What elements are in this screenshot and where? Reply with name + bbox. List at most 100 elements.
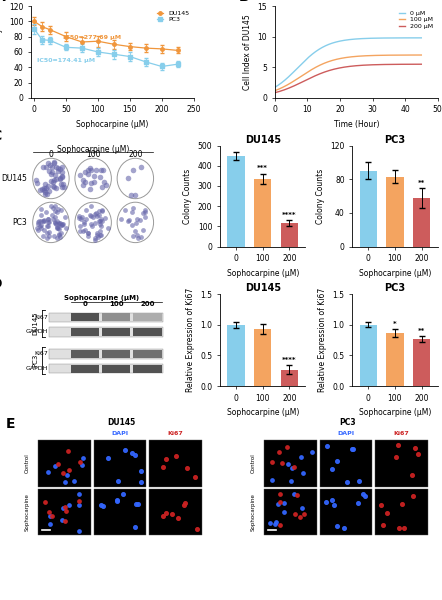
- Point: [62, 223, 69, 232]
- Point: [96, 206, 103, 216]
- Point: [183, 463, 191, 473]
- Point: [276, 497, 283, 506]
- Point: [57, 205, 64, 214]
- Point: [45, 221, 52, 231]
- Point: [71, 476, 78, 486]
- Point: [96, 226, 103, 236]
- Point: [36, 185, 43, 195]
- Point: [46, 187, 53, 196]
- Point: [34, 217, 42, 227]
- Text: ****: ****: [282, 212, 297, 218]
- Bar: [386, 176, 404, 247]
- Point: [137, 467, 145, 476]
- Point: [58, 229, 65, 238]
- Text: 0: 0: [83, 301, 88, 307]
- Point: [92, 233, 99, 243]
- Point: [84, 169, 91, 179]
- Ellipse shape: [75, 158, 111, 199]
- Bar: [281, 223, 298, 247]
- Point: [33, 176, 40, 185]
- Text: 100: 100: [109, 301, 124, 307]
- Point: [52, 174, 59, 184]
- Point: [56, 229, 63, 239]
- Bar: [133, 365, 162, 373]
- Point: [93, 212, 100, 221]
- Point: [130, 203, 137, 212]
- Point: [56, 224, 63, 233]
- Bar: [38, 440, 91, 487]
- Text: DAPI: DAPI: [337, 431, 354, 436]
- Point: [45, 218, 52, 227]
- Point: [269, 457, 276, 467]
- Point: [81, 167, 88, 177]
- Point: [117, 215, 124, 224]
- Point: [34, 178, 41, 188]
- Point: [48, 167, 55, 177]
- Point: [287, 476, 294, 485]
- Point: [61, 516, 68, 526]
- Point: [132, 523, 139, 532]
- Point: [160, 511, 167, 521]
- Point: [87, 210, 94, 220]
- Point: [95, 211, 102, 220]
- Point: [97, 230, 104, 240]
- Point: [64, 470, 71, 480]
- Ellipse shape: [117, 158, 153, 199]
- Text: PC3: PC3: [339, 418, 355, 427]
- Point: [65, 500, 72, 510]
- Point: [53, 208, 60, 217]
- Point: [290, 489, 297, 499]
- Point: [267, 518, 274, 528]
- Point: [131, 450, 138, 460]
- Point: [34, 224, 41, 233]
- Point: [43, 228, 50, 238]
- Bar: [149, 489, 202, 535]
- Point: [88, 219, 95, 229]
- Text: GAPDH: GAPDH: [26, 329, 48, 334]
- Point: [82, 214, 89, 224]
- Point: [377, 500, 384, 510]
- Point: [354, 499, 361, 508]
- Point: [41, 215, 48, 224]
- Point: [58, 220, 65, 230]
- Point: [52, 206, 59, 215]
- Point: [46, 217, 53, 227]
- Point: [56, 218, 63, 228]
- Point: [76, 221, 83, 231]
- Bar: [71, 328, 99, 336]
- Point: [392, 452, 400, 462]
- Text: Ki67: Ki67: [34, 352, 48, 356]
- Point: [61, 212, 69, 222]
- Point: [142, 208, 149, 217]
- Point: [289, 463, 296, 473]
- Bar: [413, 339, 430, 386]
- Point: [38, 184, 46, 194]
- Point: [98, 216, 105, 226]
- Point: [54, 166, 61, 176]
- Point: [192, 472, 199, 481]
- Point: [95, 232, 102, 241]
- Point: [141, 212, 149, 221]
- Text: Control: Control: [251, 454, 256, 473]
- Point: [128, 190, 135, 200]
- Point: [412, 443, 419, 453]
- Point: [41, 185, 48, 195]
- Point: [128, 207, 135, 217]
- Point: [137, 477, 145, 487]
- Point: [79, 175, 86, 184]
- Bar: [320, 489, 372, 535]
- Point: [94, 228, 101, 238]
- Legend: DU145, PC3: DU145, PC3: [156, 9, 191, 23]
- Point: [42, 187, 49, 197]
- Point: [133, 218, 140, 227]
- X-axis label: Sophocarpine (μM): Sophocarpine (μM): [359, 409, 431, 418]
- Point: [301, 509, 308, 518]
- Point: [51, 182, 58, 192]
- Point: [42, 497, 49, 506]
- Point: [46, 511, 53, 521]
- Point: [399, 499, 406, 508]
- Text: DU145: DU145: [32, 312, 38, 335]
- Point: [57, 174, 64, 184]
- Point: [55, 223, 62, 232]
- Bar: [71, 313, 99, 322]
